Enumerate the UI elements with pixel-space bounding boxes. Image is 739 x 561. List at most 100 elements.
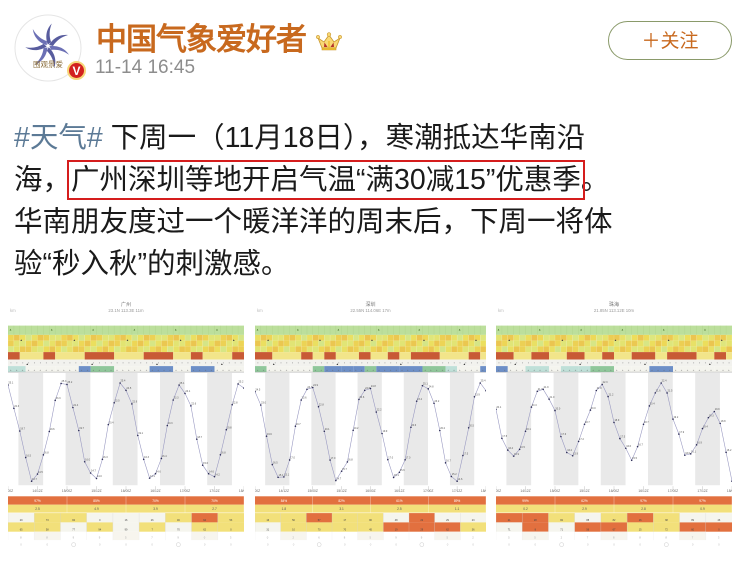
svg-text:19.1: 19.1 xyxy=(138,432,143,435)
svg-text:18.7: 18.7 xyxy=(197,436,202,439)
svg-text:15.6: 15.6 xyxy=(399,469,404,472)
svg-text:14/00Z: 14/00Z xyxy=(255,489,260,493)
svg-text:14/12Z: 14/12Z xyxy=(278,489,288,493)
svg-text:15/12Z: 15/12Z xyxy=(336,489,346,493)
svg-text:▲: ▲ xyxy=(704,328,707,332)
svg-text:▲: ▲ xyxy=(538,328,541,332)
svg-text:17.0: 17.0 xyxy=(290,457,295,460)
svg-text:19.7: 19.7 xyxy=(79,427,84,430)
svg-text:▲: ▲ xyxy=(644,362,647,366)
svg-text:20.6: 20.6 xyxy=(411,424,416,427)
svg-text:17.2: 17.2 xyxy=(579,438,584,441)
svg-text:14.0: 14.0 xyxy=(97,475,102,478)
svg-text:20.4: 20.4 xyxy=(650,403,655,406)
svg-text:▲: ▲ xyxy=(417,328,420,332)
svg-text:17/12Z: 17/12Z xyxy=(697,489,707,493)
svg-text:13.7: 13.7 xyxy=(32,478,37,481)
svg-text:24.5: 24.5 xyxy=(255,388,260,391)
svg-text:0.2: 0.2 xyxy=(523,507,528,511)
svg-text:16.4: 16.4 xyxy=(162,455,167,458)
svg-text:24.5: 24.5 xyxy=(126,387,131,390)
svg-text:15/00Z: 15/00Z xyxy=(62,489,72,493)
svg-text:▲: ▲ xyxy=(422,338,425,342)
svg-text:70%: 70% xyxy=(211,499,218,503)
svg-text:▲: ▲ xyxy=(508,338,511,342)
svg-text:▲: ▲ xyxy=(708,362,711,366)
svg-text:17.5: 17.5 xyxy=(502,435,507,438)
svg-text:▲: ▲ xyxy=(580,328,583,332)
svg-text:▲: ▲ xyxy=(50,328,53,332)
svg-text:23.9: 23.9 xyxy=(474,394,479,397)
svg-text:21.0: 21.0 xyxy=(550,396,555,399)
svg-text:▲: ▲ xyxy=(266,338,269,342)
svg-text:18/00Z: 18/00Z xyxy=(239,489,244,493)
svg-text:14.6: 14.6 xyxy=(156,470,161,473)
svg-text:0.9: 0.9 xyxy=(700,507,705,511)
svg-text:17.5: 17.5 xyxy=(463,452,468,455)
svg-text:▲: ▲ xyxy=(126,338,129,342)
svg-text:14.6: 14.6 xyxy=(209,470,214,473)
svg-text:▲: ▲ xyxy=(497,328,500,332)
svg-text:▲: ▲ xyxy=(220,362,223,366)
svg-text:▲: ▲ xyxy=(92,328,95,332)
svg-text:17.9: 17.9 xyxy=(679,431,684,434)
svg-text:15.1: 15.1 xyxy=(284,474,289,477)
svg-text:23.0: 23.0 xyxy=(115,400,120,403)
svg-text:▲: ▲ xyxy=(73,338,76,342)
svg-text:19.3: 19.3 xyxy=(709,414,714,417)
svg-text:18.1: 18.1 xyxy=(526,428,531,431)
svg-text:16.2: 16.2 xyxy=(567,449,572,452)
svg-text:珠海: 珠海 xyxy=(609,301,619,308)
svg-text:25.1: 25.1 xyxy=(422,382,427,385)
svg-text:17/12Z: 17/12Z xyxy=(209,489,219,493)
svg-text:15/00Z: 15/00Z xyxy=(550,489,560,493)
svg-text:16.8: 16.8 xyxy=(221,451,226,454)
svg-text:18.7: 18.7 xyxy=(644,421,649,424)
svg-text:23.3: 23.3 xyxy=(56,397,61,400)
svg-text:16.2: 16.2 xyxy=(727,449,732,452)
svg-text:1.8: 1.8 xyxy=(281,507,286,511)
svg-text:17.0: 17.0 xyxy=(388,456,393,459)
svg-text:18.4: 18.4 xyxy=(703,425,708,428)
svg-text:▲: ▲ xyxy=(474,338,477,342)
svg-text:15.5: 15.5 xyxy=(632,457,637,460)
svg-text:▲: ▲ xyxy=(370,338,373,342)
svg-text:19.2: 19.2 xyxy=(673,416,678,419)
svg-text:16/00Z: 16/00Z xyxy=(365,489,375,493)
svg-text:14.5: 14.5 xyxy=(38,471,43,474)
svg-text:23.6: 23.6 xyxy=(301,397,306,400)
svg-text:20.5: 20.5 xyxy=(469,425,474,428)
svg-text:19.6: 19.6 xyxy=(50,428,55,431)
svg-text:20.0: 20.0 xyxy=(591,407,596,410)
svg-text:16/12Z: 16/12Z xyxy=(638,489,648,493)
svg-text:22.3: 22.3 xyxy=(603,381,608,384)
svg-text:22.6: 22.6 xyxy=(191,403,196,406)
svg-text:2.7: 2.7 xyxy=(212,507,217,511)
svg-text:▲: ▲ xyxy=(296,328,299,332)
svg-text:▲: ▲ xyxy=(614,338,617,342)
svg-text:▲: ▲ xyxy=(621,328,624,332)
svg-text:16.7: 16.7 xyxy=(638,443,643,446)
svg-text:▲: ▲ xyxy=(399,362,402,366)
svg-text:82%: 82% xyxy=(338,499,345,503)
svg-text:20.7: 20.7 xyxy=(295,423,300,426)
svg-text:16.7: 16.7 xyxy=(445,460,450,463)
svg-text:20.2: 20.2 xyxy=(353,427,358,430)
svg-text:22.8: 22.8 xyxy=(318,403,323,406)
svg-text:23.6: 23.6 xyxy=(359,396,364,399)
svg-text:20.4: 20.4 xyxy=(109,421,114,424)
svg-text:17.6: 17.6 xyxy=(561,433,566,436)
svg-text:广州: 广州 xyxy=(121,301,131,308)
svg-text:22.9: 22.9 xyxy=(132,401,137,404)
svg-text:3.1: 3.1 xyxy=(339,507,344,511)
svg-text:15/12Z: 15/12Z xyxy=(579,489,589,493)
svg-text:22.4: 22.4 xyxy=(73,404,78,407)
svg-text:▲: ▲ xyxy=(335,362,338,366)
svg-text:23.2: 23.2 xyxy=(434,400,439,403)
svg-text:▲: ▲ xyxy=(256,328,259,332)
svg-text:25.1: 25.1 xyxy=(180,382,185,385)
svg-text:19.8: 19.8 xyxy=(227,426,232,429)
svg-text:2.5: 2.5 xyxy=(397,507,402,511)
svg-text:20.2: 20.2 xyxy=(440,427,445,430)
svg-text:▲: ▲ xyxy=(156,362,159,366)
